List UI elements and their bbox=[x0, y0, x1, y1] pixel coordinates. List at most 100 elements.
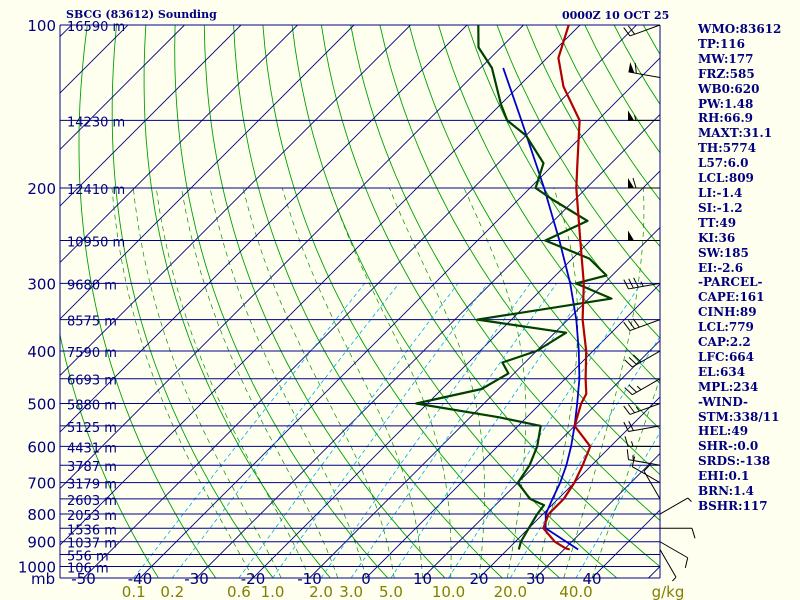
height-label: 5125 m bbox=[67, 421, 117, 436]
wind-barb bbox=[628, 230, 660, 241]
dry-adiabat-line bbox=[60, 332, 159, 578]
stat-line: SI:-1.2 bbox=[698, 200, 743, 215]
parcel-curve bbox=[502, 67, 581, 551]
stat-line: CAP:2.2 bbox=[698, 335, 751, 350]
wind-barb bbox=[623, 421, 661, 432]
wind-barb-shaft bbox=[629, 403, 661, 415]
height-label: 556 m bbox=[67, 549, 109, 564]
stat-line: STM:338/11 bbox=[698, 409, 780, 424]
wind-barb-full bbox=[623, 405, 631, 415]
stat-line: L57:6.0 bbox=[698, 156, 749, 171]
dry-adiabat-line bbox=[320, 25, 660, 568]
dry-adiabat-line bbox=[467, 25, 660, 339]
isotherm-line bbox=[60, 25, 468, 433]
pressure-tick-label: 400 bbox=[27, 343, 56, 361]
wind-barb bbox=[628, 62, 661, 78]
stat-line: LCL:779 bbox=[698, 320, 754, 335]
isotherm-line bbox=[83, 25, 637, 578]
temperature-tick-label: 40 bbox=[582, 570, 601, 588]
wind-barb bbox=[659, 541, 689, 569]
wind-barb-full bbox=[691, 528, 696, 539]
wind-barb bbox=[623, 318, 661, 332]
isotherm-line bbox=[60, 25, 298, 264]
isotherm-line bbox=[535, 452, 660, 578]
mixing-ratio-label: 2.0 bbox=[309, 583, 333, 600]
stat-line: EHI:0.1 bbox=[698, 469, 750, 484]
moist-adiabat-line bbox=[111, 187, 254, 578]
isotherm-line bbox=[60, 25, 355, 320]
height-label: 5880 m bbox=[67, 399, 117, 414]
stats-panel: WMO:83612 TP:116 MW:177 FRZ:585 WB0:620 PW:1.… bbox=[698, 22, 798, 514]
wind-barb-full bbox=[628, 278, 634, 289]
wind-barb bbox=[623, 277, 661, 290]
stat-line: -WIND- bbox=[698, 394, 748, 409]
wind-barb-full bbox=[632, 177, 637, 189]
mixing-ratio-label: 10.0 bbox=[432, 583, 465, 600]
wind-barb bbox=[643, 463, 661, 500]
wind-barb-full bbox=[634, 62, 637, 74]
wind-barb bbox=[623, 24, 661, 37]
stat-line: CAPE:161 bbox=[698, 290, 765, 305]
wind-barb-full bbox=[631, 456, 636, 467]
wind-barb-half bbox=[640, 281, 644, 287]
pressure-tick-label: 100 bbox=[27, 17, 56, 35]
isotherm-line bbox=[422, 339, 660, 578]
stat-line: BSHR:117 bbox=[698, 499, 768, 513]
moist-adiabat-line bbox=[281, 187, 423, 578]
mixing-ratio-label: 40.0 bbox=[559, 583, 592, 600]
mixing-ratio-line bbox=[509, 335, 660, 578]
height-label: 10950 m bbox=[67, 235, 125, 250]
mixing-ratio-label: 20.0 bbox=[494, 583, 527, 600]
wind-barb-full bbox=[643, 463, 652, 472]
wind-barb-shaft bbox=[632, 466, 661, 484]
station-title: SBCG (83612) Sounding bbox=[66, 8, 217, 21]
temperature-tick-label: -20 bbox=[241, 570, 266, 588]
wind-barb-flag bbox=[628, 110, 634, 121]
pressure-tick-label: 800 bbox=[27, 506, 56, 524]
stat-line: EL:634 bbox=[698, 364, 746, 379]
wind-barb-half bbox=[687, 497, 692, 502]
wind-barb-shaft bbox=[659, 541, 688, 559]
height-label: 2603 m bbox=[67, 494, 117, 509]
wind-barb bbox=[631, 456, 661, 484]
stat-line: SRDS:-138 bbox=[698, 454, 771, 469]
mixing-ratio-label: 3.0 bbox=[339, 583, 363, 600]
mixing-ratio-label: 5.0 bbox=[379, 583, 403, 600]
wind-barb-shaft bbox=[632, 378, 661, 396]
stat-line: MPL:234 bbox=[698, 379, 759, 394]
stat-line: LFC:664 bbox=[698, 349, 754, 364]
stat-line: -PARCEL- bbox=[698, 275, 763, 290]
stat-line: SHR-:0.0 bbox=[698, 439, 759, 454]
mixing-ratio-label: 0.2 bbox=[160, 583, 184, 600]
wind-barb-shaft bbox=[629, 319, 661, 332]
temperature-tick-label: 20 bbox=[469, 570, 488, 588]
stat-line: TP:116 bbox=[698, 36, 746, 51]
dry-adiabat-line bbox=[408, 25, 660, 430]
wind-barb-full bbox=[627, 25, 636, 35]
dry-adiabat-line bbox=[111, 25, 274, 578]
pressure-tick-label: 600 bbox=[27, 438, 56, 456]
height-label: 1536 m bbox=[67, 523, 117, 538]
wind-barb bbox=[626, 449, 661, 466]
wind-barb-half bbox=[632, 455, 634, 461]
isotherm-line bbox=[196, 113, 660, 578]
temperature-tick-label: -50 bbox=[71, 570, 96, 588]
wind-barb-full bbox=[633, 277, 639, 288]
dry-adiabat-line bbox=[78, 25, 217, 578]
pressure-tick-label: 700 bbox=[27, 475, 56, 493]
wind-barb-full bbox=[624, 436, 629, 447]
mixing-ratio-line bbox=[238, 283, 459, 578]
dry-adiabat-line bbox=[350, 25, 660, 521]
wind-barb-full bbox=[627, 404, 636, 414]
wind-barb-full bbox=[624, 387, 633, 396]
moist-adiabat-line bbox=[242, 187, 395, 578]
pressure-unit-label: mb bbox=[31, 570, 55, 588]
wind-barb-half bbox=[636, 385, 642, 391]
isotherm-line bbox=[60, 25, 524, 490]
moist-adiabat-line bbox=[155, 187, 310, 578]
stat-line: LI:-1.4 bbox=[698, 185, 743, 200]
wind-barb-full bbox=[623, 321, 631, 331]
pressure-tick-label: 500 bbox=[27, 396, 56, 414]
wind-barb-shaft bbox=[628, 282, 661, 290]
